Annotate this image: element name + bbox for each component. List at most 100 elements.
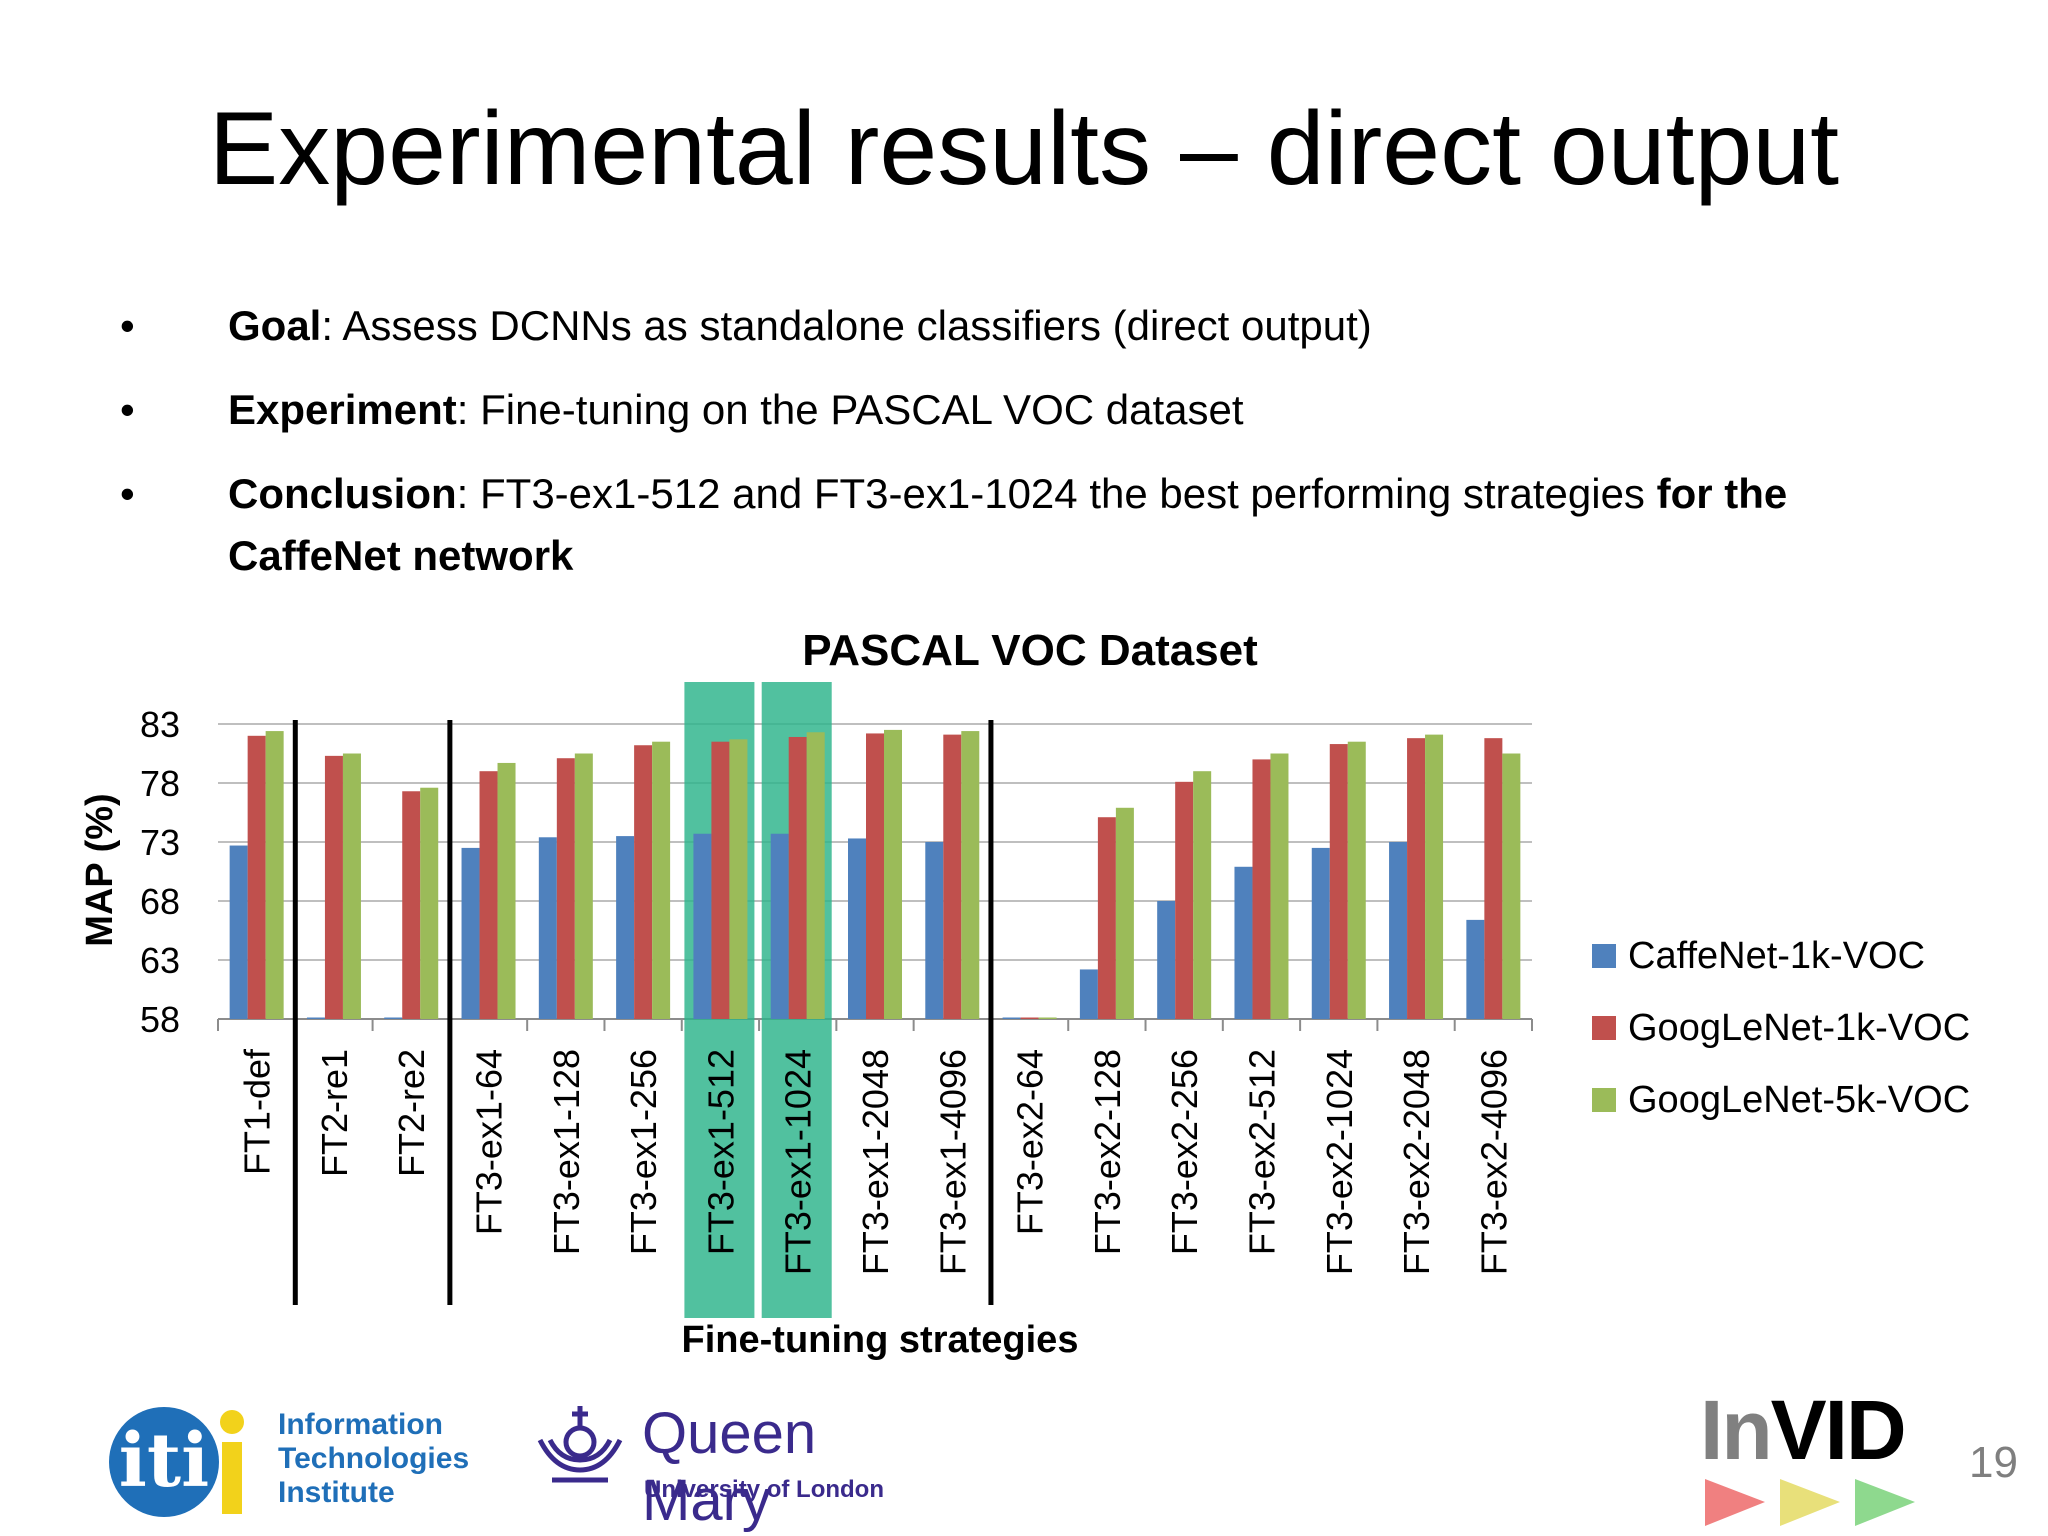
iti-logo-mark: iti (109, 1407, 244, 1517)
bar (770, 833, 789, 1019)
bar (943, 734, 962, 1019)
bar (306, 1017, 325, 1019)
bar (1329, 744, 1348, 1019)
y-tick-label: 73 (140, 822, 180, 863)
bullet-experiment-text: : Fine-tuning on the PASCAL VOC dataset (456, 386, 1244, 433)
bar (1502, 753, 1521, 1019)
bullet-conclusion-label: Conclusion (228, 470, 457, 517)
bar (1466, 919, 1485, 1019)
iti-logo-circle (109, 1407, 219, 1517)
x-tick-label: FT3-ex1-2048 (855, 1049, 896, 1275)
bullet-marker: • (120, 470, 135, 517)
bullet-experiment: • Experiment: Fine-tuning on the PASCAL … (120, 379, 1980, 441)
bar (1002, 1017, 1021, 1019)
bullet-conclusion-text: : FT3-ex1-512 and FT3-ex1-1024 the best … (456, 470, 1657, 517)
bar (1097, 817, 1116, 1019)
bar (693, 833, 712, 1019)
bar (788, 736, 807, 1019)
qmul-logo-subtitle: University of London (644, 1476, 884, 1503)
bar (1347, 741, 1366, 1019)
y-tick-label: 58 (140, 999, 180, 1040)
bar (1157, 901, 1176, 1019)
bar (538, 837, 557, 1019)
bar (497, 762, 516, 1019)
bullet-marker: • (120, 386, 135, 433)
bullet-conclusion-emphasis-line2: CaffeNet network (228, 532, 574, 579)
bar (1407, 738, 1426, 1019)
legend-swatch (1592, 1088, 1616, 1112)
bar-chart: PASCAL VOC Dataset MAP (%) Fine-tuning s… (79, 626, 1970, 1361)
bar (961, 731, 980, 1019)
bar (616, 836, 635, 1019)
legend-label: CaffeNet-1k-VOC (1628, 935, 1925, 977)
bar (884, 729, 902, 1019)
iti-logo-letters: iti (119, 1418, 209, 1504)
bullet-experiment-label: Experiment (228, 386, 457, 433)
legend-label: GoogLeNet-1k-VOC (1628, 1007, 1970, 1049)
bar (324, 755, 343, 1019)
bar (1175, 781, 1194, 1019)
chart-y-axis-label: MAP (%) (79, 793, 121, 946)
bullet-marker: • (120, 302, 135, 349)
bullet-list: • Goal: Assess DCNNs as standalone class… (120, 295, 1980, 609)
bar (384, 1017, 403, 1019)
bullet-goal-text: : Assess DCNNs as standalone classifiers… (321, 302, 1372, 349)
bar (461, 847, 480, 1019)
invid-logo-in: In (1700, 1383, 1773, 1477)
chart-legend: CaffeNet-1k-VOC GoogLeNet-1k-VOC GoogLeNet… (1592, 935, 1970, 1121)
iti-logo: iti Information Technologies Institute (104, 1402, 484, 1522)
bar (229, 845, 248, 1019)
chart-title: PASCAL VOC Dataset (802, 626, 1258, 675)
bar (806, 732, 825, 1019)
bar (1270, 753, 1289, 1019)
bar (1389, 842, 1408, 1019)
legend-label: GoogLeNet-5k-VOC (1628, 1079, 1970, 1121)
bar (1115, 807, 1134, 1019)
bar (925, 842, 944, 1019)
x-tick-label: FT3-ex1-512 (700, 1049, 741, 1255)
legend-swatch (1592, 944, 1616, 968)
x-tick-label: FT3-ex2-256 (1164, 1049, 1205, 1255)
bar (866, 733, 884, 1019)
iti-logo-bar (222, 1442, 242, 1514)
invid-logo: InVID (1700, 1383, 1930, 1530)
bar (1193, 771, 1212, 1019)
slide-title: Experimental results – direct output (208, 91, 1840, 207)
y-tick-label: 78 (140, 763, 180, 804)
bar (711, 741, 730, 1019)
x-tick-label: FT3-ex2-4096 (1473, 1049, 1514, 1275)
bar (265, 731, 284, 1019)
chart-x-axis-label: Fine-tuning strategies (682, 1319, 1079, 1361)
chart-bars (229, 729, 1521, 1019)
iti-logo-dot (220, 1410, 244, 1434)
bullet-conclusion: • Conclusion: FT3-ex1-512 and FT3-ex1-10… (120, 463, 1980, 587)
bar (556, 758, 575, 1019)
x-tick-label: FT3-ex1-64 (469, 1049, 510, 1235)
iti-logo-line: Institute (278, 1476, 395, 1509)
x-tick-label: FT3-ex2-512 (1241, 1049, 1282, 1255)
chart-group-separators (292, 720, 994, 1305)
bar (1038, 1017, 1057, 1019)
x-tick-label: FT3-ex2-64 (1010, 1049, 1051, 1235)
bar (1079, 969, 1098, 1019)
x-tick-label: FT3-ex1-1024 (778, 1049, 819, 1275)
bullet-goal: • Goal: Assess DCNNs as standalone class… (120, 295, 1980, 357)
invid-logo-text: InVID (1700, 1382, 1907, 1479)
x-tick-label: FT3-ex2-2048 (1396, 1049, 1437, 1275)
x-tick-label: FT3-ex1-4096 (932, 1049, 973, 1275)
qmul-logo-name: Queen Mary (642, 1401, 817, 1533)
bar (634, 745, 653, 1019)
x-tick-label: FT1-def (237, 1048, 278, 1175)
bar (479, 771, 498, 1019)
bar (402, 791, 421, 1019)
invid-logo-vid: VID (1770, 1383, 1907, 1477)
chart-y-ticks: 58 63 68 73 78 83 (140, 704, 180, 1040)
iti-logo-text: Information Technologies Institute (278, 1408, 469, 1510)
bullet-conclusion-emphasis: for the (1656, 470, 1788, 517)
chart-x-ticks: FT1-def FT2-re1 FT2-re2 FT3-ex1-64 FT3-ex1-1… (217, 1019, 1533, 1275)
bar (342, 753, 361, 1019)
y-tick-label: 83 (140, 704, 180, 745)
bullet-goal-label: Goal (228, 302, 322, 349)
x-tick-label: FT3-ex1-256 (623, 1049, 664, 1255)
iti-logo-line: Technologies (278, 1442, 470, 1475)
